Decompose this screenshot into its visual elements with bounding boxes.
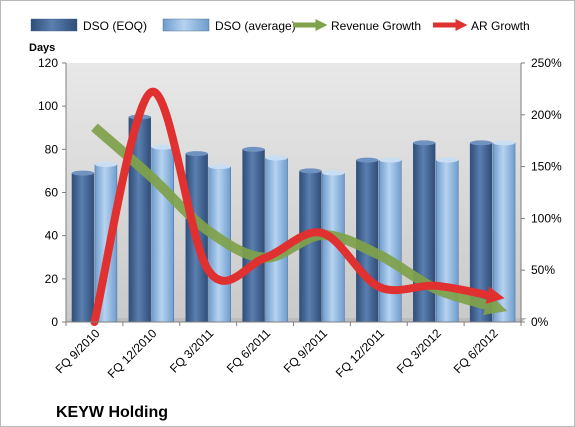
- bar-dso-average-5: [322, 170, 345, 323]
- bar-dso-average-8: [492, 140, 516, 323]
- bar-dso-eoq-4: [242, 146, 265, 323]
- x-tick-label: FQ 3/2012: [394, 326, 444, 376]
- ar-growth-line: [90, 88, 505, 326]
- x-tick-label: FQ 3/2011: [167, 326, 217, 376]
- bar-dso-eoq-1: [71, 170, 95, 323]
- x-tick-label: FQ 6/2012: [451, 326, 501, 376]
- legend-label: DSO (average): [215, 19, 296, 33]
- x-tick-label: FQ 6/2011: [224, 326, 274, 376]
- y-tick-label-left: 80: [45, 142, 59, 156]
- bar-dso-eoq-6: [356, 157, 379, 323]
- bar-dso-eoq-7: [412, 140, 436, 323]
- y-tick-label-right: 150%: [531, 160, 562, 174]
- y-tick-label-left: 40: [45, 229, 59, 243]
- plot-floor: [66, 318, 527, 322]
- chart-title: KEYW Holding: [56, 404, 168, 421]
- legend-label: DSO (EOQ): [83, 19, 147, 33]
- bar-dso-average-2: [151, 144, 175, 323]
- y-tick-label-left: 0: [51, 315, 58, 329]
- line-marks: [90, 88, 508, 326]
- legend-revenue-growth: Revenue Growth: [293, 18, 421, 33]
- y-tick-label-left: 100: [38, 99, 58, 113]
- legend-label: AR Growth: [471, 19, 530, 33]
- legend-dso-eoq: DSO (EOQ): [30, 18, 147, 33]
- x-tick-label: FQ 12/2010: [105, 326, 160, 381]
- x-tick-label: FQ 9/2010: [53, 326, 103, 376]
- y-tick-label-right: 100%: [531, 211, 562, 225]
- y-tick-label-left: 60: [45, 186, 59, 200]
- y-tick-label-right: 0%: [531, 315, 549, 329]
- legend-swatch: [30, 18, 78, 32]
- x-tick-label: FQ 9/2011: [281, 326, 331, 376]
- x-tick-label: FQ 12/2011: [333, 326, 387, 380]
- legend-label: Revenue Growth: [331, 19, 421, 33]
- bar-dso-average-6: [379, 157, 402, 323]
- bar-dso-average-4: [265, 155, 288, 323]
- y-tick-label-left: 120: [38, 56, 58, 70]
- y-tick-label-right: 250%: [531, 56, 562, 70]
- y-tick-label-left: 20: [45, 272, 59, 286]
- legend-dso-average: DSO (average): [162, 18, 296, 33]
- legend-swatch: [162, 18, 210, 32]
- y-axis-title: Days: [29, 42, 55, 54]
- y-tick-label-right: 50%: [531, 263, 555, 277]
- legend-ar-growth: AR Growth: [433, 18, 530, 33]
- y-tick-label-right: 200%: [531, 108, 562, 122]
- legend: DSO (EOQ) DSO (average) Revenue Growth AR G…: [30, 18, 530, 33]
